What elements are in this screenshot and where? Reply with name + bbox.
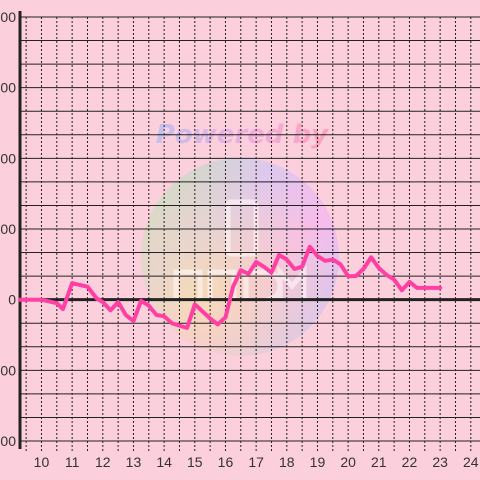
watermark-circle-glow	[141, 158, 339, 356]
x-tick-label: 20	[340, 454, 356, 470]
x-tick-label: 21	[371, 454, 387, 470]
x-tick-label: 15	[187, 454, 203, 470]
y-tick-label: 9,000	[0, 80, 16, 96]
x-tick-label: 14	[156, 454, 172, 470]
series-line	[18, 244, 443, 330]
x-tick-label: 16	[218, 454, 234, 470]
series-layer	[18, 244, 443, 330]
x-tick-label: 22	[402, 454, 418, 470]
x-tick-label: 17	[248, 454, 264, 470]
tick-labels: -6,000 -3,000 0 3,000 6,000 9,000 12,000 10 11 12…	[0, 9, 479, 470]
y-tick-label: 12,000	[0, 9, 16, 25]
y-tick-label: -3,000	[0, 362, 16, 378]
x-tick-label: 12	[95, 454, 111, 470]
x-tick-label: 11	[65, 454, 80, 470]
y-tick-label: 6,000	[0, 150, 16, 166]
y-tick-label: 0	[8, 292, 16, 308]
y-tick-label: -6,000	[0, 433, 16, 449]
x-tick-label: 18	[279, 454, 295, 470]
x-tick-label: 13	[126, 454, 142, 470]
x-tick-label: 23	[432, 454, 448, 470]
x-tick-label: 19	[310, 454, 326, 470]
watermark-logo	[173, 199, 307, 303]
y-tick-label: 3,000	[0, 221, 16, 237]
watermark: Powered by	[141, 120, 339, 356]
grid	[20, 16, 480, 451]
x-tick-label: 10	[34, 454, 50, 470]
x-tick-label: 24	[463, 454, 479, 470]
